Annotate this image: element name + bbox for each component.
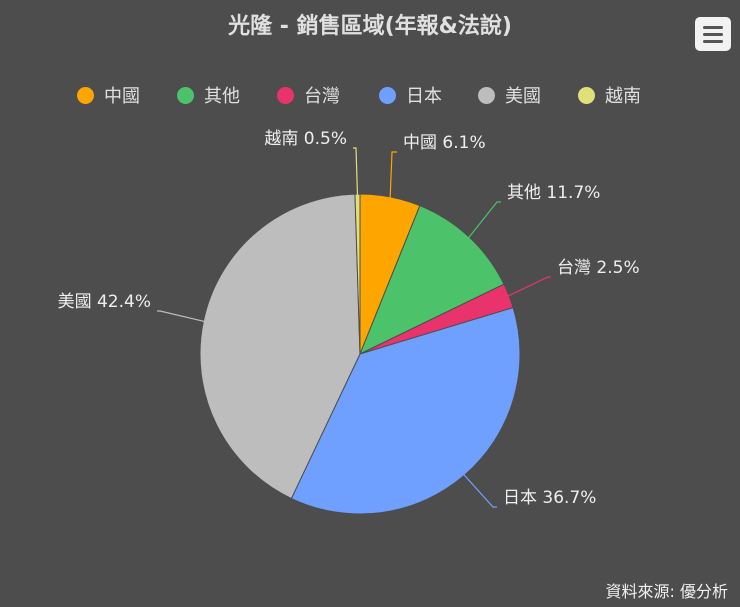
data-label: 中國 6.1% xyxy=(403,133,486,153)
label-connector xyxy=(389,151,397,199)
legend-swatch xyxy=(379,86,396,104)
legend-label: 其他 xyxy=(204,86,240,107)
chart-title: 光隆 - 銷售區域(年報&法說) xyxy=(228,14,512,39)
legend-item-vietnam[interactable]: 越南 xyxy=(578,82,641,108)
legend-swatch xyxy=(277,86,294,104)
label-connector xyxy=(353,147,359,197)
credits-text: 資料來源: 優分析 xyxy=(605,582,728,601)
legend-label: 美國 xyxy=(505,86,541,107)
data-label: 其他 11.7% xyxy=(507,183,600,203)
label-connector xyxy=(467,201,501,239)
legend-swatch xyxy=(77,86,94,104)
legend-swatch xyxy=(578,86,595,104)
legend-swatch xyxy=(177,86,194,104)
legend-item-other[interactable]: 其他 xyxy=(177,82,240,108)
legend-item-china[interactable]: 中國 xyxy=(77,82,140,108)
legend-swatch xyxy=(478,86,495,104)
legend-label: 日本 xyxy=(406,86,442,107)
chart-legend: 中國 其他 台灣 日本 美國 越南 xyxy=(0,82,740,108)
label-connector xyxy=(506,276,551,298)
legend-item-usa[interactable]: 美國 xyxy=(478,82,541,108)
data-label: 越南 0.5% xyxy=(264,129,347,149)
hamburger-menu-icon-bar xyxy=(703,33,723,36)
legend-label: 越南 xyxy=(605,86,641,107)
label-connector xyxy=(157,310,206,323)
legend-label: 中國 xyxy=(104,86,140,107)
legend-item-japan[interactable]: 日本 xyxy=(379,82,442,108)
label-connector xyxy=(462,473,497,508)
legend-item-taiwan[interactable]: 台灣 xyxy=(277,82,340,108)
data-label: 台灣 2.5% xyxy=(557,258,640,278)
data-label: 美國 42.4% xyxy=(58,292,151,312)
chart-menu-button[interactable] xyxy=(695,17,731,51)
hamburger-menu-icon xyxy=(703,26,723,29)
legend-label: 台灣 xyxy=(304,86,340,107)
data-label: 日本 36.7% xyxy=(503,488,596,508)
hamburger-menu-icon-bar xyxy=(703,40,723,43)
